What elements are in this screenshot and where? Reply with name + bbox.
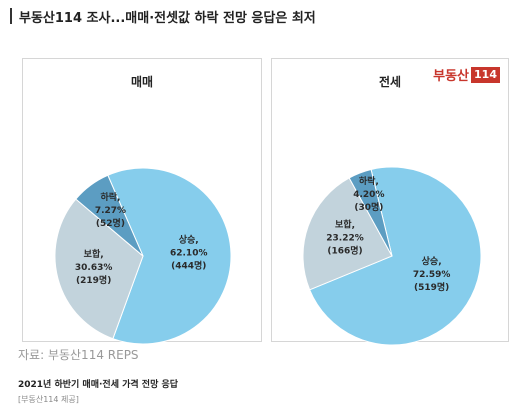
pie-label-jeonse-flat: 보합, 23.22%(166명) <box>326 218 364 256</box>
pie-label-jeonse-down: 하락, 4.20%(30명) <box>353 175 384 213</box>
logo-text: 부동산 <box>433 69 470 84</box>
pie-label-line-sale-flat-0: 보합, <box>84 248 104 260</box>
chart-title-sale: 매매 <box>130 75 154 89</box>
pie-label-line-jeonse-down-0: 하락, <box>359 175 379 187</box>
source-note: 자료: 부동산114 REPS <box>18 348 139 362</box>
logo-box: 114 <box>471 66 500 83</box>
pie-label-line-jeonse-up-2: (519명) <box>414 281 449 293</box>
pie-label-line-jeonse-down-2: (30명) <box>354 201 383 213</box>
chart-title-jeonse: 전세 <box>378 75 402 89</box>
pie-slice-jeonse-down <box>348 168 393 257</box>
pie-slice-jeonse-flat <box>302 177 393 291</box>
pie-slice-sale-flat <box>54 198 144 340</box>
brand-logo: 부동산 114 <box>433 65 500 84</box>
pie-slice-sale-down <box>75 174 144 257</box>
photo-caption: 2021년 하반기 매매·전세 가격 전망 응답 <box>18 380 179 390</box>
pie-label-line-sale-down-0: 하락, <box>100 191 120 203</box>
pie-label-sale-flat: 보합, 30.63%(219명) <box>75 248 113 286</box>
headline-text: 부동산114 조사...매매·전셋값 하락 전망 응답은 최저 <box>19 10 316 26</box>
pie-label-line-jeonse-flat-0: 보합, <box>335 218 355 230</box>
chart-panel-sale: 매매 상승, 62.10% (444명) 보합, 30.63% (219명) 하락, 7.27… <box>22 58 262 345</box>
pie-label-line-sale-up-1: 62.10% <box>170 249 208 259</box>
pie-label-line-jeonse-up-0: 상승, <box>422 255 442 267</box>
pie-label-sale-up: 상승, 62.10%(444명) <box>170 234 208 272</box>
chart-panel-jeonse: 전세 부동산 114 상승, 72.59% (519명) 보합, 23.22% (166명… <box>271 58 509 346</box>
pie-label-line-sale-up-2: (444명) <box>171 260 206 272</box>
pie-label-line-sale-down-1: 7.27% <box>95 206 126 216</box>
pie-label-line-jeonse-flat-2: (166명) <box>327 244 362 256</box>
headline-bar <box>10 8 12 24</box>
pie-label-line-jeonse-up-1: 72.59% <box>413 270 451 280</box>
pie-label-line-sale-flat-2: (219명) <box>76 274 111 286</box>
pie-chart-sale: 상승, 62.10%(444명) 보합, 30.63%(219명) 하락, 7.27%(5… <box>54 167 232 345</box>
pie-label-line-sale-up-0: 상승, <box>179 234 199 246</box>
photo-credit: [부동산114 제공] <box>18 395 79 404</box>
pie-slice-jeonse-up <box>309 166 482 346</box>
pie-label-line-sale-flat-1: 30.63% <box>75 263 113 273</box>
pie-label-line-jeonse-flat-1: 23.22% <box>326 233 364 243</box>
headline: 부동산114 조사...매매·전셋값 하락 전망 응답은 최저 <box>10 6 316 26</box>
pie-slice-sale-up <box>107 167 232 345</box>
pie-label-sale-down: 하락, 7.27%(52명) <box>95 191 126 229</box>
pie-label-line-sale-down-2: (52명) <box>96 217 125 229</box>
pie-label-jeonse-up: 상승, 72.59%(519명) <box>413 255 451 293</box>
pie-chart-jeonse: 상승, 72.59%(519명) 보합, 23.22%(166명) 하락, 4.20%(3… <box>302 166 482 346</box>
pie-label-line-jeonse-down-1: 4.20% <box>353 190 384 200</box>
